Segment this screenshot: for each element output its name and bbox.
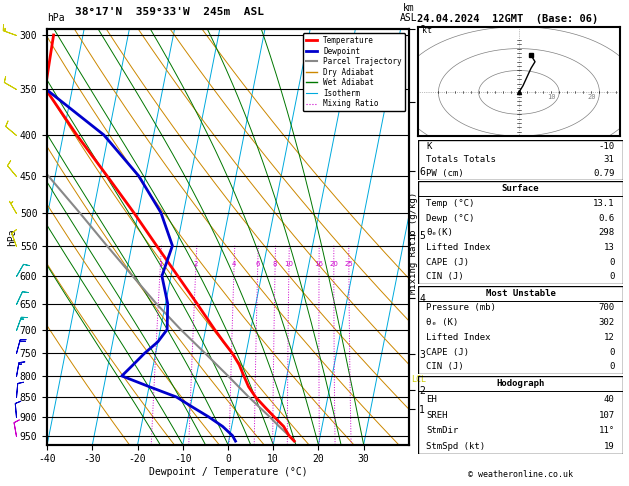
Text: -10: -10: [598, 142, 615, 151]
Text: kt: kt: [422, 26, 432, 35]
Text: θₑ(K): θₑ(K): [426, 228, 454, 237]
Text: © weatheronline.co.uk: © weatheronline.co.uk: [469, 469, 573, 479]
Text: 25: 25: [345, 261, 353, 267]
Text: Dewp (°C): Dewp (°C): [426, 213, 475, 223]
Text: PW (cm): PW (cm): [426, 169, 464, 178]
Text: km
ASL: km ASL: [400, 3, 418, 23]
Text: CIN (J): CIN (J): [426, 363, 464, 371]
Text: 19: 19: [604, 442, 615, 451]
Legend: Temperature, Dewpoint, Parcel Trajectory, Dry Adiabat, Wet Adiabat, Isotherm, Mi: Temperature, Dewpoint, Parcel Trajectory…: [303, 33, 405, 111]
Text: hPa: hPa: [47, 13, 65, 23]
Text: 13: 13: [604, 243, 615, 252]
Text: StmSpd (kt): StmSpd (kt): [426, 442, 486, 451]
Text: Most Unstable: Most Unstable: [486, 289, 555, 297]
Text: 10: 10: [547, 94, 555, 100]
Text: CAPE (J): CAPE (J): [426, 258, 469, 267]
Text: 2: 2: [194, 261, 198, 267]
Text: SREH: SREH: [426, 411, 448, 419]
Text: 0: 0: [609, 273, 615, 281]
Text: 11°: 11°: [598, 426, 615, 435]
Text: Pressure (mb): Pressure (mb): [426, 303, 496, 312]
Text: Hodograph: Hodograph: [496, 379, 545, 388]
Text: StmDir: StmDir: [426, 426, 459, 435]
Text: Lifted Index: Lifted Index: [426, 333, 491, 342]
Text: LCL: LCL: [411, 375, 426, 384]
Text: 298: 298: [598, 228, 615, 237]
Text: 0: 0: [609, 347, 615, 357]
Text: 13.1: 13.1: [593, 199, 615, 208]
Text: 8: 8: [273, 261, 277, 267]
Text: Temp (°C): Temp (°C): [426, 199, 475, 208]
Text: 0.6: 0.6: [598, 213, 615, 223]
Text: 0: 0: [609, 363, 615, 371]
Text: CIN (J): CIN (J): [426, 273, 464, 281]
Text: 700: 700: [598, 303, 615, 312]
Text: 24.04.2024  12GMT  (Base: 06): 24.04.2024 12GMT (Base: 06): [417, 14, 598, 24]
Text: 0.79: 0.79: [593, 169, 615, 178]
Text: 0: 0: [609, 258, 615, 267]
Text: 40: 40: [604, 395, 615, 404]
Text: 12: 12: [604, 333, 615, 342]
Text: 20: 20: [587, 94, 596, 100]
Text: θₑ (K): θₑ (K): [426, 318, 459, 327]
Text: 1: 1: [158, 261, 162, 267]
Text: 20: 20: [330, 261, 338, 267]
Text: 31: 31: [604, 156, 615, 164]
Text: 10: 10: [284, 261, 293, 267]
Text: 4: 4: [232, 261, 237, 267]
Text: Surface: Surface: [502, 184, 539, 193]
Text: K: K: [426, 142, 432, 151]
Text: 107: 107: [598, 411, 615, 419]
Text: EH: EH: [426, 395, 437, 404]
X-axis label: Dewpoint / Temperature (°C): Dewpoint / Temperature (°C): [148, 467, 308, 477]
Text: CAPE (J): CAPE (J): [426, 347, 469, 357]
Text: 16: 16: [314, 261, 323, 267]
Text: 302: 302: [598, 318, 615, 327]
Text: Mixing Ratio (g/kg): Mixing Ratio (g/kg): [409, 192, 418, 294]
Text: Lifted Index: Lifted Index: [426, 243, 491, 252]
Y-axis label: hPa: hPa: [7, 228, 17, 246]
Text: 38°17'N  359°33'W  245m  ASL: 38°17'N 359°33'W 245m ASL: [75, 7, 264, 17]
Text: Totals Totals: Totals Totals: [426, 156, 496, 164]
Text: 6: 6: [255, 261, 260, 267]
